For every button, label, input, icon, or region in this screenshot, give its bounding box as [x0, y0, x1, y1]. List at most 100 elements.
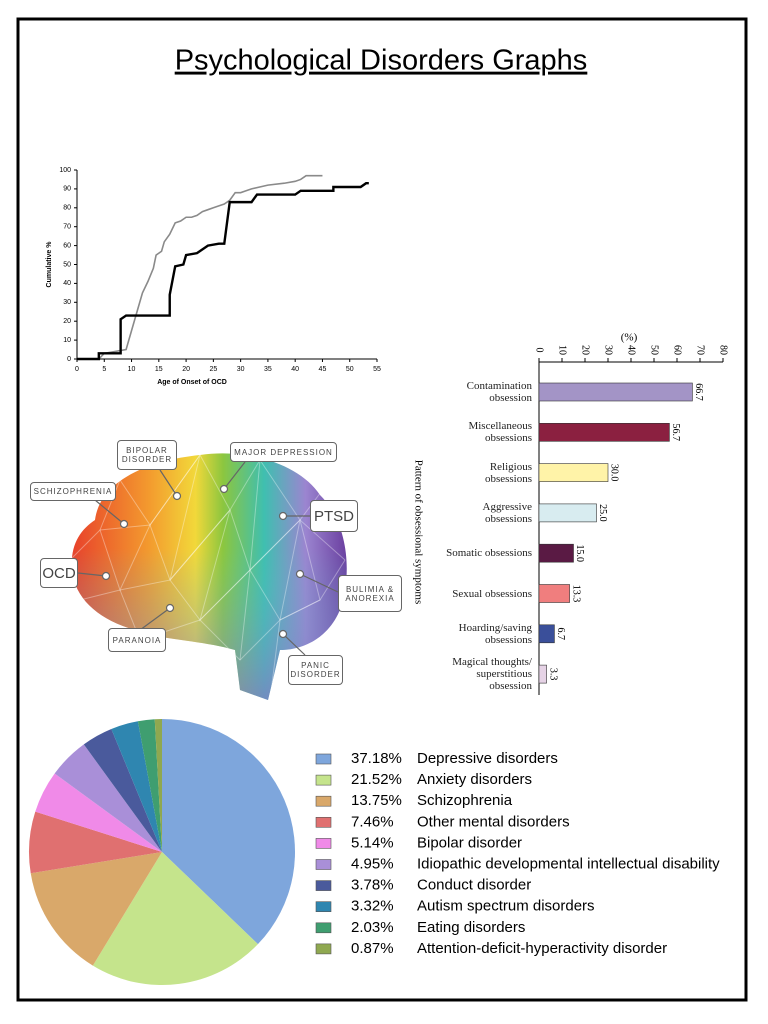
bar	[538, 664, 547, 684]
legend-label: Bipolar disorder	[417, 834, 522, 851]
category-label: Somatic obsessions	[446, 547, 532, 560]
bar	[538, 463, 609, 482]
legend-swatch	[315, 859, 332, 870]
value-label: 25.0	[597, 504, 608, 522]
x-tick-label: 30	[603, 345, 614, 355]
value-label: 66.7	[693, 383, 704, 401]
legend-label: Other mental disorders	[417, 813, 570, 830]
legend-swatch	[315, 816, 332, 828]
legend-swatch	[315, 880, 332, 891]
y-tick-label: 90	[63, 186, 71, 193]
legend-label: Anxiety disorders	[417, 771, 532, 788]
x-tick-label: 40	[626, 345, 637, 355]
pie-slice	[35, 773, 162, 852]
pie-slice	[54, 744, 162, 852]
pie-slice	[30, 852, 163, 966]
y-axis-label: Pattern of obsessional symptoms	[412, 460, 424, 605]
pie-slice	[137, 719, 162, 852]
category-label: Aggressive obsessions	[482, 500, 533, 525]
brain-label: PARANOIA	[108, 628, 166, 652]
legend-value: 5.14%	[351, 834, 394, 851]
legend-swatch	[315, 753, 332, 765]
line-series	[77, 182, 369, 361]
y-tick-label: 70	[63, 224, 71, 231]
pie-slice	[92, 852, 258, 985]
x-tick-label: 0	[75, 366, 79, 373]
x-tick-label: 30	[237, 366, 245, 373]
x-tick-label: 50	[649, 345, 660, 355]
legend-swatch	[315, 795, 332, 807]
x-tick-label: 35	[264, 366, 272, 373]
x-tick-label: 70	[695, 345, 706, 355]
x-tick-label: 80	[718, 345, 729, 355]
pie-slice	[111, 721, 162, 852]
value-label: 30.0	[609, 464, 620, 482]
x-tick-label: 55	[373, 366, 381, 373]
x-tick-label: 20	[580, 345, 591, 355]
x-tick-label: 20	[182, 366, 190, 373]
category-label: Magical thoughts/ superstitious obsessio…	[452, 656, 532, 693]
x-axis-label: (%)	[621, 332, 638, 344]
value-label: 56.7	[670, 424, 681, 442]
pie-slice	[28, 811, 163, 874]
legend-label: Conduct disorder	[417, 877, 531, 894]
legend-value: 0.87%	[351, 940, 394, 957]
pie-slice	[162, 719, 295, 945]
category-label: Religious obsessions	[484, 460, 532, 485]
y-tick-label: 100	[59, 167, 71, 174]
bar	[538, 382, 693, 402]
x-tick-label: 45	[319, 366, 327, 373]
category-label: Hoarding/saving obsessions	[458, 621, 532, 646]
brain-label: PANIC DISORDER	[288, 655, 343, 685]
legend-label: Attention-deficit-hyperactivity disorder	[417, 940, 667, 957]
brain-label: SCHIZOPHRENIA	[30, 482, 116, 501]
brain-label: BULIMIA & ANOREXIA	[338, 575, 402, 612]
bar	[538, 503, 597, 523]
bar	[538, 543, 574, 563]
legend-value: 2.03%	[351, 919, 394, 936]
y-tick-label: 0	[67, 356, 71, 363]
category-label: Contamination obsession	[466, 380, 532, 404]
legend-value: 3.32%	[351, 898, 394, 915]
brain-label: MAJOR DEPRESSION	[230, 442, 337, 462]
legend-swatch	[315, 838, 332, 849]
value-label: 6.7	[555, 628, 566, 641]
y-tick-label: 50	[63, 261, 71, 268]
bar	[538, 624, 555, 644]
legend-label: Eating disorders	[417, 919, 525, 936]
brain-label: OCD	[40, 558, 78, 588]
x-axis-label: Age of Onset of OCD	[157, 379, 227, 386]
x-tick-label: 40	[291, 366, 299, 373]
border	[16, 17, 748, 1002]
legend-swatch	[315, 774, 332, 786]
brain-label: BIPOLAR DISORDER	[117, 440, 177, 470]
y-tick-label: 20	[63, 318, 71, 325]
category-label: Miscellaneous obsessions	[468, 420, 532, 445]
x-tick-label: 25	[209, 366, 217, 373]
x-tick-label: 50	[346, 366, 354, 373]
legend-value: 7.46%	[351, 813, 394, 830]
x-tick-label: 60	[672, 345, 683, 355]
legend-value: 3.78%	[351, 877, 394, 894]
legend-value: 13.75%	[351, 792, 402, 809]
x-tick-label: 15	[155, 366, 163, 373]
bar	[538, 422, 670, 442]
legend-value: 37.18%	[351, 750, 402, 767]
y-tick-label: 10	[63, 337, 71, 344]
legend-label: Idiopathic developmental intellectual di…	[417, 855, 720, 872]
page-title: Psychological Disorders Graphs	[175, 45, 588, 77]
legend-swatch	[315, 922, 332, 934]
x-tick-label: 0	[534, 348, 545, 353]
legend-value: 4.95%	[351, 855, 394, 872]
y-tick-label: 40	[63, 280, 71, 287]
line-series	[77, 174, 323, 360]
legend-value: 21.52%	[351, 771, 402, 788]
pie-slice	[83, 729, 162, 852]
value-label: 13.3	[570, 585, 581, 603]
bar	[538, 584, 570, 603]
legend-swatch	[315, 943, 332, 955]
y-tick-label: 80	[63, 205, 71, 212]
value-label: 15.0	[574, 544, 585, 562]
